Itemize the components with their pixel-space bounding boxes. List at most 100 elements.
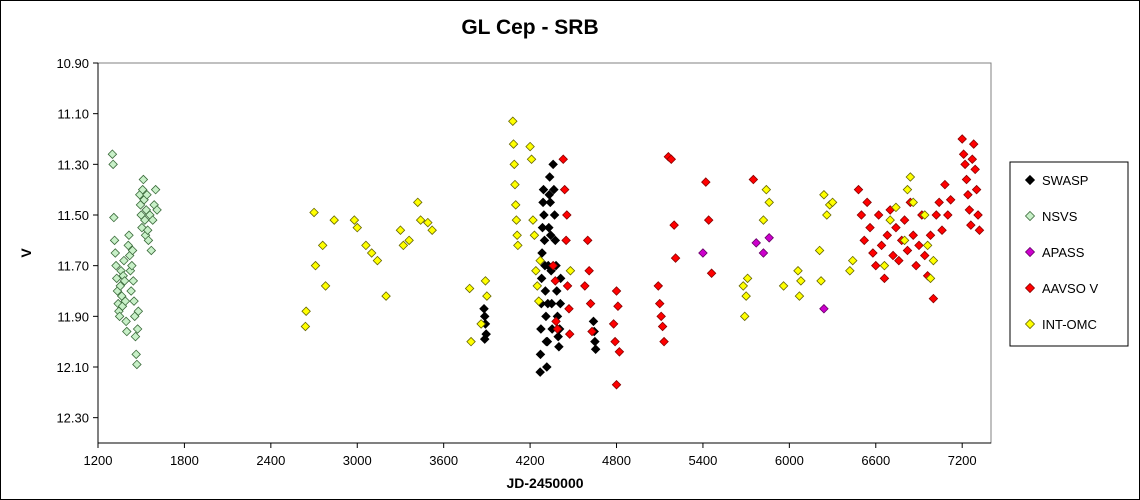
data-point [107,149,118,159]
data-point [739,311,750,322]
data-point [549,184,559,195]
data-point [611,379,622,390]
x-tick-label: 1200 [84,453,113,468]
data-point [310,260,321,271]
data-point [919,210,930,220]
legend-marker [1024,174,1036,186]
data-point [703,215,714,225]
data-point [548,159,558,170]
data-point [968,139,979,149]
data-point [140,215,150,225]
data-point [659,336,669,347]
data-point [580,281,590,291]
data-point [562,281,573,291]
data-point [480,276,491,286]
y-tick-label: 12.10 [56,360,89,375]
legend-label: INT-OMC [1042,317,1097,332]
chart-title: GL Cep - SRB [461,16,598,39]
data-point [513,240,523,251]
data-point [928,255,939,266]
y-axis-title: V [18,248,34,258]
series-int-omc [300,116,939,347]
data-point [532,281,543,291]
y-tick-label: 11.30 [57,157,89,172]
data-point [372,255,383,266]
data-point [973,210,983,220]
data-point [919,250,930,261]
data-point [114,311,125,322]
data-point [588,316,599,327]
data-point [545,230,556,241]
x-tick-label: 2400 [256,453,285,468]
data-point [970,164,980,175]
data-point [882,230,893,241]
data-point [943,210,953,220]
data-point [531,265,541,276]
data-point [137,184,148,195]
y-tick-label: 11.70 [57,259,89,274]
y-tick-label: 11.50 [57,208,89,223]
data-point [479,334,490,344]
data-point [585,298,596,309]
data-point [147,215,158,225]
data-point [133,306,144,317]
data-point [611,286,622,296]
data-point [859,235,870,246]
data-point [564,329,575,339]
data-point [751,238,761,248]
data-point [971,184,982,195]
series-apass [698,233,829,314]
data-point [614,347,625,357]
data-point [535,255,545,266]
x-tick-label: 7200 [948,453,977,468]
data-point [657,321,668,332]
data-point [934,197,944,208]
data-point [741,291,751,301]
data-point [666,154,677,165]
data-point [925,273,936,284]
series-swasp [479,159,601,377]
data-point [698,248,708,258]
legend: SWASP NSVS APASS AAVSO V INT-OMC [1009,161,1129,347]
legend-marker [1024,318,1036,330]
data-point [899,215,910,225]
data-point [553,331,563,342]
data-point [538,184,549,195]
data-point [964,205,975,215]
legend-marker [1024,246,1036,258]
y-tick-label: 12.30 [56,411,89,426]
data-point [796,276,806,286]
data-point [911,260,921,271]
data-point [129,296,139,306]
data-point [320,281,331,291]
data-point [670,253,681,263]
data-point [138,174,149,185]
data-point [931,210,942,220]
data-point [535,367,545,377]
data-point [555,298,566,309]
data-point [748,174,759,185]
data-point [539,235,550,246]
data-point [822,210,832,220]
data-point [549,210,560,220]
data-point [758,215,769,225]
data-point [536,324,546,334]
data-point [526,154,537,165]
data-point [891,202,901,213]
data-point [544,222,554,233]
data-point [122,326,132,337]
data-point [548,260,558,271]
data-point [528,215,538,225]
data-point [961,174,972,185]
data-point [412,197,423,208]
data-point [512,230,522,241]
data-point [891,222,901,233]
data-point [899,235,910,246]
data-point [541,311,551,322]
data-point [508,116,518,127]
data-point [525,141,535,152]
data-point [509,159,520,170]
data-point [922,240,933,251]
data-point [131,349,141,360]
